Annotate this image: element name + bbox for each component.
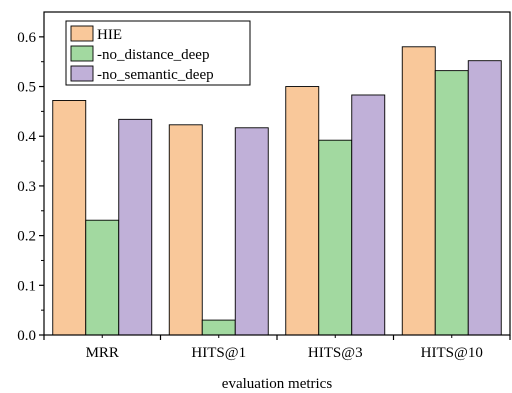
x-tick-label: HITS@10 xyxy=(421,345,483,361)
bar-1-2 xyxy=(168,124,203,336)
y-tick-label: 0.6 xyxy=(17,30,36,46)
y-axis: 0.0 0.1 0.2 0.3 0.4 0.5 0.6 xyxy=(17,30,44,344)
bar-3-2 xyxy=(234,127,269,336)
y-tick-label: 0.5 xyxy=(17,80,36,96)
bar-1-4 xyxy=(401,46,436,336)
y-tick-label: 0.0 xyxy=(17,328,36,344)
legend-swatch xyxy=(70,25,94,42)
bar-3-4 xyxy=(467,60,502,336)
x-tick-label: HITS@1 xyxy=(191,345,246,361)
y-tick-label: 0.4 xyxy=(17,129,36,145)
y-tick-label: 0.1 xyxy=(17,278,36,294)
x-axis-label: evaluation metrics xyxy=(222,376,333,392)
x-tick-label: MRR xyxy=(86,345,119,361)
legend-label: -no_distance_deep xyxy=(97,47,209,63)
legend-label: HIE xyxy=(97,27,122,43)
legend-swatch xyxy=(70,45,94,62)
bar-3-3 xyxy=(351,94,386,336)
y-tick-label: 0.2 xyxy=(17,229,36,245)
legend-swatch xyxy=(70,65,94,82)
legend: HIE -no_distance_deep -no_semantic_deep xyxy=(65,20,251,86)
bar-2-4 xyxy=(434,70,469,336)
bars-layer xyxy=(52,46,502,336)
x-axis: MRR HITS@1 HITS@3 HITS@10 xyxy=(43,335,511,361)
bar-3-1 xyxy=(118,118,153,336)
x-tick-label: HITS@3 xyxy=(308,345,363,361)
legend-box xyxy=(65,20,251,86)
bar-1-3 xyxy=(285,86,320,336)
bar-1-1 xyxy=(52,100,87,336)
bar-2-2 xyxy=(201,319,236,336)
legend-label: -no_semantic_deep xyxy=(97,67,214,83)
bar-2-1 xyxy=(85,219,120,336)
y-tick-label: 0.3 xyxy=(17,179,36,195)
bar-2-3 xyxy=(318,139,353,336)
